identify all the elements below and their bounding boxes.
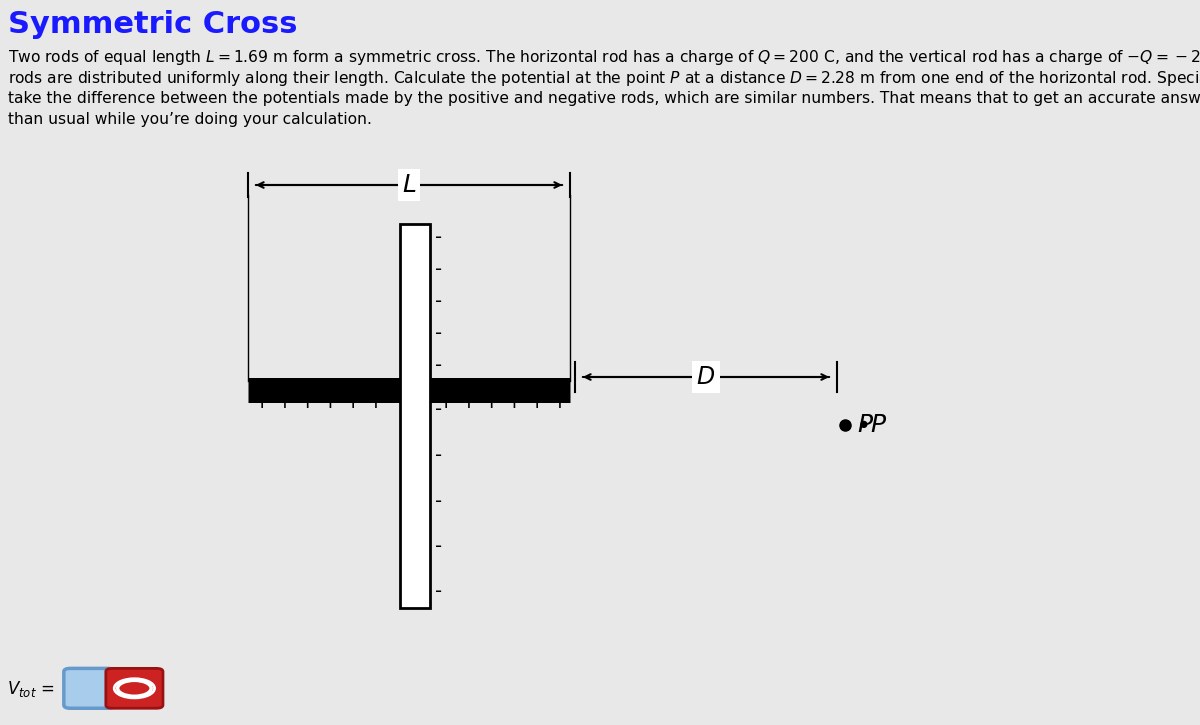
- FancyBboxPatch shape: [106, 668, 163, 708]
- Text: $\bullet P$: $\bullet P$: [856, 413, 888, 437]
- Text: than usual while you’re doing your calculation.: than usual while you’re doing your calcu…: [8, 112, 372, 127]
- Text: -: -: [436, 582, 442, 602]
- Text: $L$: $L$: [402, 173, 416, 197]
- Text: + + + + + +: + + + + + +: [254, 393, 384, 412]
- Text: -: -: [436, 324, 442, 343]
- Text: Symmetric Cross: Symmetric Cross: [8, 10, 298, 39]
- Text: -: -: [436, 446, 442, 465]
- Text: rods are distributed uniformly along their length. Calculate the potential at th: rods are distributed uniformly along the…: [8, 70, 1200, 88]
- Text: -: -: [436, 537, 442, 556]
- Text: -: -: [436, 492, 442, 510]
- Text: -: -: [436, 292, 442, 311]
- Text: -: -: [436, 355, 442, 375]
- FancyBboxPatch shape: [64, 668, 114, 708]
- Text: -: -: [436, 228, 442, 247]
- Text: $V_{tot}$ =: $V_{tot}$ =: [7, 679, 54, 699]
- Text: Two rods of equal length $L = 1.69$ m form a symmetric cross. The horizontal rod: Two rods of equal length $L = 1.69$ m fo…: [8, 48, 1200, 67]
- Text: + + + + + +: + + + + + +: [438, 393, 569, 412]
- Circle shape: [114, 679, 155, 698]
- Text: -: -: [436, 400, 442, 420]
- Bar: [400, 224, 430, 608]
- Text: -: -: [436, 260, 442, 279]
- Text: $P$: $P$: [857, 413, 874, 437]
- Text: take the difference between the potentials made by the positive and negative rod: take the difference between the potentia…: [8, 91, 1200, 106]
- Text: $D$: $D$: [696, 365, 715, 389]
